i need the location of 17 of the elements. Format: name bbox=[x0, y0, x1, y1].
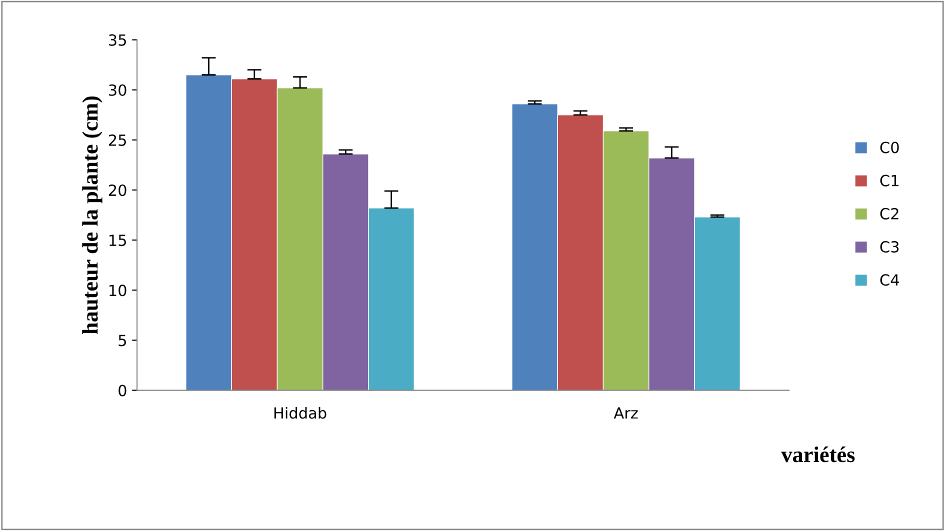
x-tick-label: Arz bbox=[614, 407, 638, 419]
legend-label: C1 bbox=[880, 174, 898, 186]
y-tick-label: 0 bbox=[118, 384, 126, 396]
y-tick-label: 20 bbox=[108, 184, 126, 196]
y-tick-label: 35 bbox=[109, 34, 126, 46]
legend-label: C2 bbox=[880, 208, 898, 220]
y-tick-label: 5 bbox=[118, 334, 126, 346]
y-tick-label: 30 bbox=[109, 84, 126, 96]
legend-label: C0 bbox=[880, 142, 899, 154]
y-tick-label: 15 bbox=[110, 234, 126, 246]
y-tick-label: 10 bbox=[110, 284, 126, 296]
legend-label: C4 bbox=[880, 274, 899, 286]
y-axis-title: hauteur de la plante (cm) bbox=[82, 96, 102, 334]
x-axis-title: variétés bbox=[781, 446, 855, 462]
legend-label: C3 bbox=[880, 241, 899, 253]
x-tick-label: Hiddab bbox=[274, 406, 326, 419]
y-tick-label: 25 bbox=[108, 134, 126, 146]
